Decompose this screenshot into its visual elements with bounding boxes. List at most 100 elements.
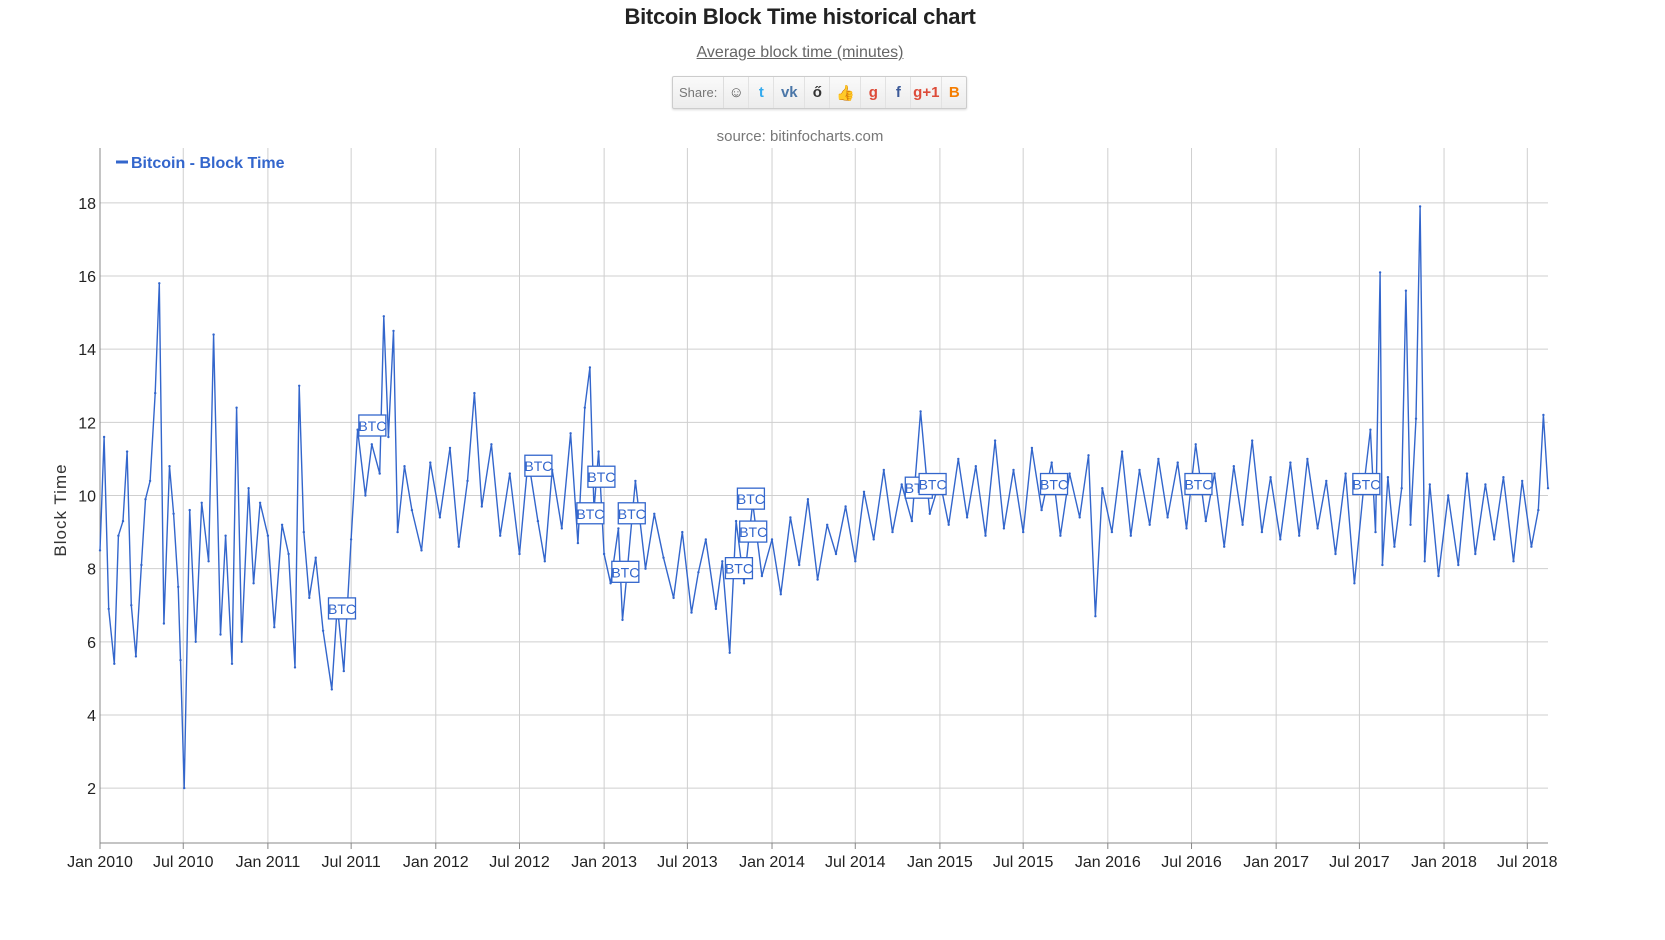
data-point [1138, 468, 1141, 472]
data-point [378, 472, 381, 475]
google-plus-one-icon[interactable]: g+1 [911, 77, 943, 108]
data-point [1078, 516, 1081, 519]
btc-flag[interactable]: BTC [576, 502, 605, 525]
data-point [403, 465, 406, 468]
data-point [382, 315, 385, 318]
data-point [1050, 461, 1053, 464]
data-point [1437, 574, 1440, 578]
data-point [102, 435, 106, 439]
btc-flag-label: BTC [737, 491, 765, 507]
btc-flag[interactable]: BTC [1352, 472, 1381, 496]
data-point [330, 688, 333, 691]
y-tick-label: 4 [87, 708, 96, 725]
data-point [543, 560, 546, 563]
data-point [287, 552, 290, 556]
data-point [280, 523, 284, 526]
data-point [1474, 552, 1477, 556]
data-point [1298, 534, 1301, 537]
data-point [1378, 271, 1382, 274]
data-point [583, 406, 586, 409]
data-point [634, 479, 637, 483]
data-point [1022, 530, 1025, 534]
y-tick-label: 6 [87, 635, 96, 652]
btc-flag-box [611, 560, 640, 583]
data-point [910, 519, 914, 523]
data-point [806, 498, 810, 501]
chart-legend[interactable]: Bitcoin - Block Time [116, 155, 285, 172]
data-point [148, 479, 152, 483]
data-point [107, 607, 110, 611]
btc-flag-box [587, 465, 616, 488]
data-point [697, 571, 700, 574]
series-line-block-time [99, 205, 1549, 789]
btc-flag[interactable]: BTC [358, 414, 387, 437]
weibo-icon[interactable]: ő [805, 77, 831, 108]
x-tick-label: Jul 2011 [321, 854, 380, 871]
data-point [862, 490, 866, 493]
data-point [518, 552, 521, 556]
data-point [1353, 582, 1356, 585]
data-point [993, 439, 997, 442]
data-point [508, 472, 511, 475]
btc-flag-label: BTC [328, 601, 356, 617]
blogger-icon[interactable]: B [948, 84, 960, 101]
btc-flag[interactable]: BTC [736, 487, 766, 510]
data-point [1493, 538, 1496, 541]
btc-flag[interactable]: BTC [617, 502, 646, 525]
data-point [1546, 487, 1550, 490]
btc-flag[interactable]: BTC [327, 597, 357, 620]
y-tick-label: 14 [78, 342, 96, 359]
twitter-icon[interactable]: t [749, 77, 775, 108]
x-tick-label: Jul 2018 [1497, 854, 1558, 871]
btc-flag-label: BTC [576, 506, 604, 522]
x-tick-label: Jul 2010 [153, 854, 214, 871]
data-point [826, 523, 829, 526]
legend-label: Bitcoin - Block Time [131, 155, 285, 172]
data-point [1374, 530, 1377, 534]
data-point [224, 534, 227, 537]
x-tick-label: Jan 2010 [67, 854, 133, 871]
btc-flag-label: BTC [618, 506, 646, 522]
y-tick-label: 8 [87, 562, 96, 579]
data-point [392, 329, 395, 333]
vk-icon[interactable]: vk [774, 77, 806, 108]
data-point [387, 435, 390, 439]
x-tick-label: Jan 2012 [403, 854, 469, 871]
data-point [1404, 289, 1408, 292]
x-tick-label: Jul 2016 [1161, 854, 1222, 871]
btc-flag[interactable]: BTC [587, 465, 616, 488]
data-point [1030, 446, 1034, 450]
btc-flag[interactable]: BTC [1039, 472, 1069, 496]
btc-flag-box [524, 454, 553, 477]
data-point [200, 501, 203, 504]
facebook-icon[interactable]: f [886, 77, 912, 108]
data-point [1512, 560, 1515, 563]
btc-flag-box [327, 597, 357, 620]
reddit-icon[interactable]: ☺ [724, 77, 750, 108]
data-point [302, 530, 305, 534]
btc-flag[interactable]: BTC [611, 560, 640, 583]
data-point [957, 457, 960, 461]
like-icon[interactable]: 👍 [830, 77, 862, 108]
btc-flag[interactable]: BTC [724, 557, 754, 580]
data-point [1185, 527, 1188, 530]
btc-flag[interactable]: BTC [739, 520, 768, 543]
btc-flag[interactable]: BTC [918, 472, 947, 496]
data-point [266, 534, 270, 537]
chart-source: source: bitinfocharts.com [716, 128, 884, 145]
y-axis-label: Block Time [51, 463, 70, 556]
data-point [1012, 468, 1015, 472]
data-point [900, 483, 903, 486]
data-point [194, 640, 197, 643]
data-point [144, 498, 147, 501]
btc-flag-box [576, 502, 605, 525]
btc-flag[interactable]: BTC [1184, 472, 1213, 496]
btc-flag[interactable]: BTC [524, 454, 553, 477]
data-point [1260, 530, 1264, 534]
data-point [1502, 476, 1505, 479]
chart-subtitle-link[interactable]: Average block time (minutes) [696, 44, 904, 61]
data-point [457, 545, 460, 548]
btc-flag-box [739, 520, 768, 543]
google-icon[interactable]: g [861, 77, 887, 108]
chart-series [98, 205, 1550, 790]
